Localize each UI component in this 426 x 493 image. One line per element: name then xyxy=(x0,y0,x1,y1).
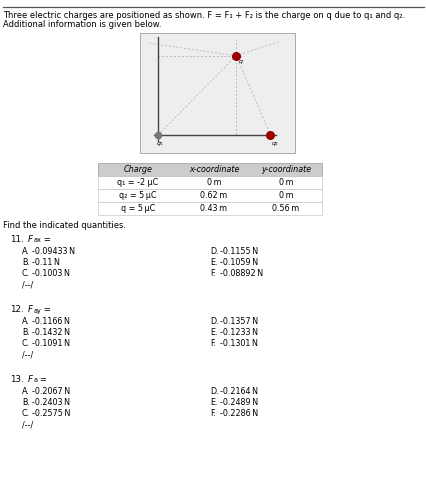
Text: A.: A. xyxy=(22,247,30,256)
Text: D.: D. xyxy=(210,317,218,326)
Text: -0.1003 N: -0.1003 N xyxy=(32,269,70,278)
Text: B.: B. xyxy=(22,398,30,407)
Text: =: = xyxy=(37,375,47,384)
Text: A.: A. xyxy=(22,317,30,326)
Text: -0.2575 N: -0.2575 N xyxy=(32,409,70,418)
Text: E.: E. xyxy=(210,328,217,337)
Text: -0.1059 N: -0.1059 N xyxy=(219,258,258,267)
Text: ax: ax xyxy=(34,238,42,244)
Text: 0.56 m: 0.56 m xyxy=(272,204,299,213)
Text: C.: C. xyxy=(22,409,30,418)
Text: F: F xyxy=(28,235,33,244)
Text: a: a xyxy=(34,378,38,384)
Text: -0.1233 N: -0.1233 N xyxy=(219,328,257,337)
Text: /--/: /--/ xyxy=(22,281,33,290)
Text: 11.: 11. xyxy=(10,235,23,244)
Text: -0.1301 N: -0.1301 N xyxy=(219,339,257,348)
Text: D.: D. xyxy=(210,387,218,396)
Text: $q_2$: $q_2$ xyxy=(271,140,279,148)
Text: 0.62 m: 0.62 m xyxy=(200,191,227,200)
Text: -0.2286 N: -0.2286 N xyxy=(219,409,258,418)
Text: q₂ = 5 μC: q₂ = 5 μC xyxy=(119,191,156,200)
Text: -0.2489 N: -0.2489 N xyxy=(219,398,258,407)
Text: F: F xyxy=(28,375,33,384)
FancyBboxPatch shape xyxy=(140,33,294,153)
Text: -0.08892 N: -0.08892 N xyxy=(219,269,262,278)
Text: E.: E. xyxy=(210,398,217,407)
Text: -0.2164 N: -0.2164 N xyxy=(219,387,257,396)
Text: Find the indicated quantities.: Find the indicated quantities. xyxy=(3,221,126,230)
Text: 0.43 m: 0.43 m xyxy=(200,204,227,213)
Text: -0.1432 N: -0.1432 N xyxy=(32,328,70,337)
Text: y-coordinate: y-coordinate xyxy=(260,165,310,174)
Text: =: = xyxy=(41,305,51,314)
Text: Three electric charges are positioned as shown. F = F₁ + F₂ is the charge on q d: Three electric charges are positioned as… xyxy=(3,11,404,20)
Text: 13.: 13. xyxy=(10,375,23,384)
Text: $q_1$: $q_1$ xyxy=(155,140,164,148)
Text: q₁ = -2 μC: q₁ = -2 μC xyxy=(117,178,158,187)
Text: -0.1357 N: -0.1357 N xyxy=(219,317,258,326)
Text: -0.1166 N: -0.1166 N xyxy=(32,317,70,326)
Text: 0 m: 0 m xyxy=(278,178,293,187)
Text: /--/: /--/ xyxy=(22,351,33,360)
Text: Additional information is given below.: Additional information is given below. xyxy=(3,20,161,29)
Text: q = 5 μC: q = 5 μC xyxy=(121,204,155,213)
Text: D.: D. xyxy=(210,247,218,256)
Text: =: = xyxy=(41,235,51,244)
Text: F.: F. xyxy=(210,339,215,348)
Text: B.: B. xyxy=(22,328,30,337)
FancyBboxPatch shape xyxy=(98,189,321,202)
Text: /--/: /--/ xyxy=(22,421,33,430)
Text: F.: F. xyxy=(210,269,215,278)
Text: -0.2067 N: -0.2067 N xyxy=(32,387,70,396)
Text: C.: C. xyxy=(22,339,30,348)
Text: ay: ay xyxy=(34,308,42,314)
Text: Charge: Charge xyxy=(123,165,152,174)
Text: -0.2403 N: -0.2403 N xyxy=(32,398,70,407)
Text: F.: F. xyxy=(210,409,215,418)
FancyBboxPatch shape xyxy=(98,176,321,189)
Text: 12.: 12. xyxy=(10,305,23,314)
Text: E.: E. xyxy=(210,258,217,267)
Text: -0.1155 N: -0.1155 N xyxy=(219,247,258,256)
Text: -0.09433 N: -0.09433 N xyxy=(32,247,75,256)
Text: F: F xyxy=(28,305,33,314)
Text: C.: C. xyxy=(22,269,30,278)
Text: 0 m: 0 m xyxy=(206,178,221,187)
FancyBboxPatch shape xyxy=(98,202,321,215)
FancyBboxPatch shape xyxy=(98,163,321,176)
Text: 0 m: 0 m xyxy=(278,191,293,200)
Text: x-coordinate: x-coordinate xyxy=(188,165,239,174)
Text: -0.11 N: -0.11 N xyxy=(32,258,60,267)
Text: $q$: $q$ xyxy=(237,58,243,66)
Text: -0.1091 N: -0.1091 N xyxy=(32,339,70,348)
Text: B.: B. xyxy=(22,258,30,267)
Text: A.: A. xyxy=(22,387,30,396)
